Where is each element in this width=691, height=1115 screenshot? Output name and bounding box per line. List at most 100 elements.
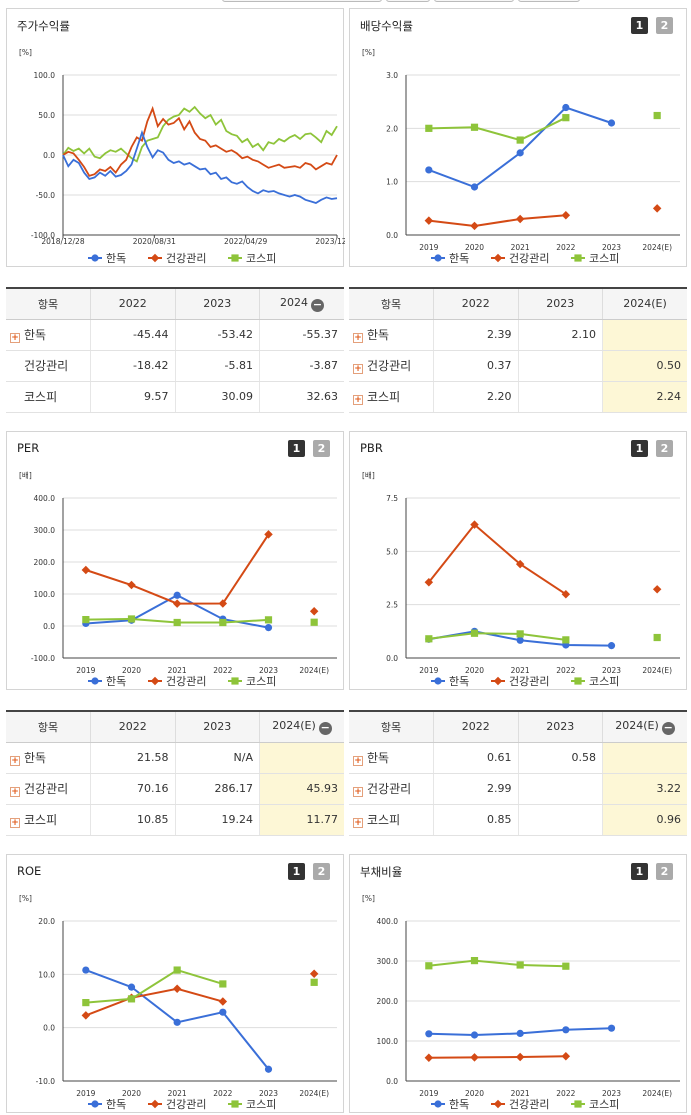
legend-label: 한독 [106, 1098, 126, 1111]
column-header: 2022 [433, 289, 519, 320]
y-tick-label: -100.0 [31, 231, 55, 240]
row-label: 건강관리 [24, 359, 69, 373]
data-point [470, 957, 479, 965]
data-point [127, 983, 136, 991]
data-point [515, 214, 525, 224]
value-cell: -3.87 [259, 350, 344, 382]
x-tick-label: 2022 [556, 666, 575, 675]
value-cell: 2.24 [602, 381, 687, 413]
value-cell: 10.85 [90, 804, 176, 836]
data-point [82, 616, 90, 624]
value-cell: 11.77 [259, 804, 344, 836]
column-header-label: 2024 [280, 295, 308, 309]
expand-icon[interactable]: + [353, 787, 363, 797]
x-tick-label: 2020 [465, 666, 484, 675]
x-tick-label: 2023 [602, 243, 621, 252]
data-point [470, 520, 479, 529]
data-point [516, 136, 524, 144]
top-button[interactable] [518, 0, 580, 2]
table-row: + 한독 0.61 0.58 [349, 742, 687, 774]
y-tick-label: 1.0 [386, 178, 398, 187]
data-point [607, 119, 616, 127]
page-2-button[interactable]: 2 [656, 17, 673, 34]
table-row: 건강관리 -18.42 -5.81 -3.87 [6, 350, 344, 382]
expand-icon[interactable]: + [353, 818, 363, 828]
expand-icon[interactable]: + [353, 756, 363, 766]
value-cell: -55.37 [259, 319, 344, 351]
expand-icon[interactable]: + [10, 787, 20, 797]
data-point [91, 254, 99, 262]
x-tick-label: 2019 [419, 1089, 438, 1098]
y-tick-label: 300.0 [34, 526, 56, 535]
column-header-label: 항목 [380, 720, 402, 734]
data-point [653, 633, 661, 642]
unit-label: [배] [362, 471, 375, 480]
collapse-icon[interactable]: − [318, 720, 332, 735]
page-2-button[interactable]: 2 [313, 440, 330, 457]
page-2-button[interactable]: 2 [313, 863, 330, 880]
data-point [218, 997, 228, 1006]
x-tick-label: 2021 [511, 1089, 530, 1098]
expand-icon[interactable]: + [10, 756, 20, 766]
row-label: 건강관리 [24, 782, 69, 796]
expand-icon[interactable]: + [10, 333, 20, 343]
column-header: 2022 [90, 289, 176, 320]
top-button[interactable] [386, 0, 430, 2]
top-button[interactable] [222, 0, 382, 2]
table-row: + 한독 2.39 2.10 [349, 319, 687, 351]
value-cell: N/A [175, 742, 260, 774]
collapse-icon[interactable]: − [311, 297, 324, 312]
panel-title: 배당수익률 [360, 19, 413, 33]
collapse-icon[interactable]: − [661, 720, 675, 735]
y-tick-label: 0.0 [43, 151, 55, 160]
expand-icon[interactable]: + [353, 395, 363, 405]
page-1-button[interactable]: 1 [631, 17, 648, 34]
page-2-button[interactable]: 2 [656, 440, 673, 457]
column-header-label: 2022 [461, 720, 490, 734]
x-tick-label: 2019 [419, 666, 438, 675]
value-cell: 70.16 [90, 773, 176, 805]
column-header: 2023 [518, 712, 603, 743]
top-button[interactable] [434, 0, 514, 2]
x-tick-label: 2020 [465, 243, 484, 252]
expand-icon[interactable]: + [353, 364, 363, 374]
data-point [81, 565, 91, 575]
data-point [425, 1030, 433, 1038]
data-point [264, 616, 273, 624]
data-point [219, 1008, 227, 1016]
data-point [516, 1029, 524, 1037]
y-tick-label: 200.0 [34, 558, 56, 567]
series-line [428, 523, 567, 596]
data-point [425, 124, 433, 132]
column-header-label: 2023 [203, 297, 232, 311]
data-point [91, 677, 99, 685]
unit-label: [%] [19, 894, 32, 903]
data-point [264, 624, 273, 632]
legend-label: 한독 [106, 252, 126, 265]
data-point [434, 254, 442, 262]
expand-icon[interactable]: + [353, 333, 363, 343]
y-tick-label: 50.0 [38, 111, 55, 120]
dividend-table: 항목 2022 2023 2024(E) + 한독 2.39 2.10 + 건강관리 0.37 0.5… [349, 287, 687, 413]
page-1-button[interactable]: 1 [631, 440, 648, 457]
page-1-button[interactable]: 1 [631, 863, 648, 880]
stock-return-table: 항목 2022 2023 2024− + 한독 -45.44 -53.42 -55.37 건강관리… [6, 287, 344, 413]
value-cell [602, 319, 687, 351]
x-tick-label: 2021 [511, 243, 530, 252]
y-tick-label: -50.0 [36, 191, 56, 200]
row-label: 코스피 [367, 390, 401, 404]
page-2-button[interactable]: 2 [656, 863, 673, 880]
page-1-button[interactable]: 1 [288, 863, 305, 880]
table-row: + 한독 21.58 N/A [6, 742, 344, 774]
data-point [493, 1099, 503, 1109]
row-label-cell: 코스피 [6, 381, 91, 413]
table-row: + 코스피 2.20 2.24 [349, 381, 687, 413]
row-label: 한독 [24, 751, 47, 765]
data-point [310, 978, 318, 986]
series-line [62, 105, 338, 163]
data-point [562, 962, 570, 970]
page-1-button[interactable]: 1 [288, 440, 305, 457]
expand-icon[interactable]: + [10, 818, 20, 828]
data-point [425, 962, 433, 970]
data-point [127, 995, 136, 1003]
